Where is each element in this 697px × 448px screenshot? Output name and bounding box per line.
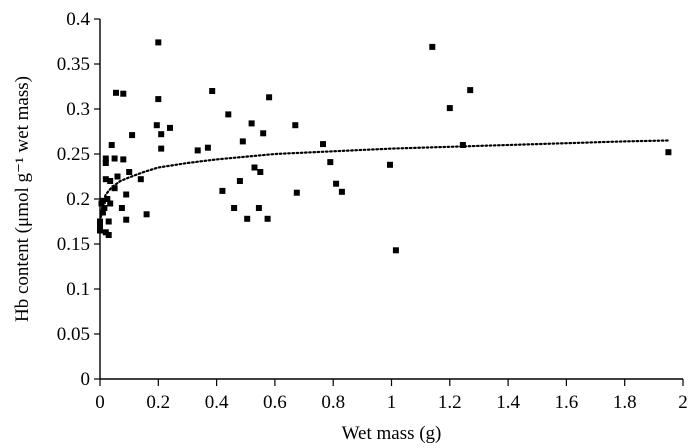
x-tick-label: 1.2 [438,392,462,413]
data-point [167,124,173,131]
data-point [239,138,246,145]
plot-area [99,19,683,380]
data-point [219,187,226,194]
data-point [102,176,109,183]
data-point [99,197,106,204]
x-tick-label: 2 [678,392,688,413]
data-point [158,131,165,138]
data-point [387,161,393,168]
data-point [266,94,273,101]
data-point [251,164,258,171]
y-tick-label: 0.35 [57,54,90,75]
x-tick-label: 1.8 [613,392,637,413]
data-point [137,176,144,183]
x-tick-label: 0 [95,392,105,413]
data-point [97,227,103,234]
x-tick-label: 0.4 [205,392,229,413]
y-tick-label: 0.15 [57,234,90,255]
data-point [264,215,271,222]
x-tick-label: 0.8 [321,392,345,413]
data-point [292,122,299,129]
x-axis-label: Wet mass (g) [342,423,442,444]
data-point [126,169,133,175]
y-tick-label: 0.2 [66,189,90,210]
data-point [102,160,109,166]
y-axis-ticks: 0 0.05 0.1 0.15 0.2 0.25 0.3 0.35 0.4 [57,9,100,390]
data-point [333,180,340,187]
data-point [320,141,326,148]
data-point [429,43,436,50]
y-tick-label: 0.05 [57,324,90,345]
data-point [244,215,251,222]
data-point [158,145,165,152]
x-tick-label: 0.6 [263,392,287,413]
data-point [129,132,136,139]
data-point [105,218,112,225]
data-point [97,218,103,225]
data-point [236,178,243,184]
data-point [120,90,127,97]
y-tick-label: 0.4 [66,9,90,30]
y-tick-label: 0.25 [57,144,90,165]
data-point [114,173,121,180]
data-point [101,205,108,211]
data-point [155,96,162,103]
data-point [99,209,106,216]
data-point [446,105,453,112]
x-tick-label: 0.2 [146,392,170,413]
data-point [459,142,466,148]
x-tick-label: 1 [387,392,397,413]
data-point [338,188,345,195]
x-tick-label: 1.4 [496,392,520,413]
y-tick-label: 0.1 [66,279,90,300]
y-tick-label: 0.3 [66,99,90,120]
data-point [105,232,112,238]
data-point [107,200,114,207]
data-point [194,147,201,154]
data-point [118,205,125,211]
y-tick-label: 0 [81,369,91,390]
data-point [293,189,300,196]
data-point [204,144,211,151]
data-point [209,88,216,94]
data-point [123,191,130,198]
data-point [120,156,127,163]
data-point [467,87,474,94]
data-point [225,111,232,118]
data-point [260,130,267,137]
y-axis-label: Hb content (μmol g⁻¹ wet mass) [12,76,33,322]
data-point [665,149,672,156]
data-point [111,185,118,192]
x-tick-label: 1.6 [555,392,579,413]
trendline [99,139,670,219]
data-point [108,142,115,148]
data-point [107,178,114,184]
data-point [153,122,160,129]
data-point [155,39,162,46]
data-point [102,155,109,162]
data-point [97,223,103,229]
data-point [231,205,238,211]
data-point [257,169,264,175]
data-point [123,216,130,223]
data-point [392,247,399,254]
trendline-layer [99,139,670,219]
data-point [113,89,119,96]
data-points-layer [97,39,672,254]
data-point [143,211,150,218]
data-point [104,196,111,202]
data-point [111,155,118,162]
data-point [248,120,255,127]
x-axis-ticks: 0 0.2 0.4 0.6 0.8 1 1.2 1.4 1.6 1.8 2 [95,379,688,413]
data-point [255,205,262,211]
data-point [327,159,334,166]
